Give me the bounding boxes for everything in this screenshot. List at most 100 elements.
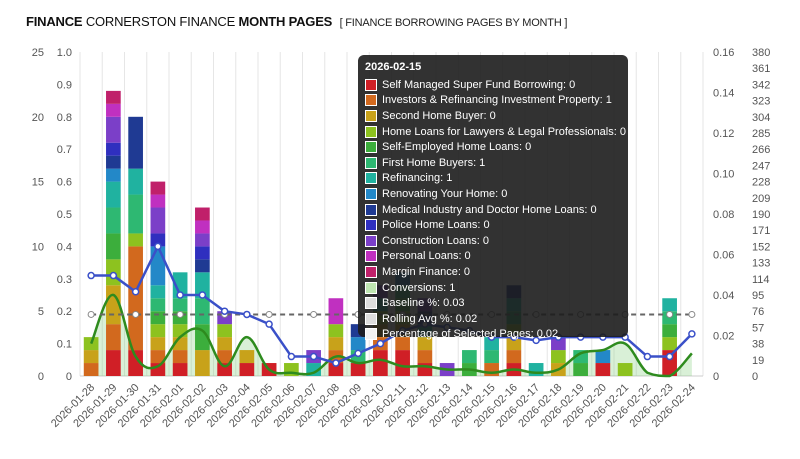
right-outer-tick-label: 171 xyxy=(752,225,770,237)
tooltip-row: Baseline %: 0.03 xyxy=(365,295,621,311)
bar-segment xyxy=(128,116,143,169)
tooltip-color-swatch xyxy=(365,94,377,107)
bar-segment xyxy=(217,337,232,351)
tooltip-color-swatch xyxy=(365,203,377,216)
bar-segment xyxy=(150,181,166,195)
tooltip-color-swatch xyxy=(365,234,377,247)
bar-segment xyxy=(128,246,143,351)
baseline-point xyxy=(176,310,184,318)
bar-segment xyxy=(328,298,344,325)
rolling-average-point xyxy=(354,349,362,358)
bar-segment xyxy=(417,350,433,364)
tooltip-row-label: Refinancing: 1 xyxy=(382,172,453,185)
rolling-average-point xyxy=(376,339,385,348)
tooltip-title: 2026-02-15 xyxy=(365,61,422,73)
left-inner-tick-label: 0 xyxy=(66,371,72,383)
bar-segment xyxy=(106,233,121,260)
rolling-average-point xyxy=(332,359,340,367)
right-outer-tick-label: 95 xyxy=(752,290,764,302)
bar-segment xyxy=(395,350,410,376)
tooltip-color-swatch xyxy=(365,141,377,154)
bar-segment xyxy=(150,246,166,286)
bar-segment xyxy=(595,363,611,376)
bar-segment xyxy=(239,363,255,376)
bar-segment xyxy=(595,350,611,364)
bar-segment xyxy=(106,168,121,182)
right-outer-tick-label: 304 xyxy=(752,112,770,124)
right-inner-tick-label: 0.02 xyxy=(713,331,734,343)
left-inner-tick-label: 0.3 xyxy=(57,274,72,286)
bar-segment xyxy=(195,207,210,221)
bar-segment xyxy=(484,363,499,376)
tooltip-row-label: Medical Industry and Doctor Home Loans: … xyxy=(382,203,597,216)
right-outer-tick-label: 380 xyxy=(752,47,770,59)
tooltip-row: Home Loans for Lawyers & Legal Professio… xyxy=(365,124,626,140)
tooltip-row: Percentage of Selected Pages: 0.02 xyxy=(365,327,621,343)
bar-segment xyxy=(573,363,588,376)
conversions-line xyxy=(89,293,693,378)
tooltip-color-swatch xyxy=(365,250,377,263)
tooltip-color-swatch xyxy=(365,312,377,325)
left-inner-tick-label: 0.1 xyxy=(57,339,72,351)
left-inner-tick-label: 0.6 xyxy=(57,177,72,189)
tooltip-row: Rolling Avg %: 0.02 xyxy=(365,311,621,327)
bar-segment xyxy=(484,337,499,351)
bar-segment xyxy=(217,324,232,338)
tooltip-row: Self-Employed Home Loans: 0 xyxy=(365,139,621,155)
bar-segment xyxy=(150,233,166,247)
bar-segment xyxy=(172,324,188,338)
right-outer-tick-label: 323 xyxy=(752,96,770,108)
left-inner-tick-label: 0.8 xyxy=(57,112,72,124)
bar-segment xyxy=(484,350,499,364)
tooltip-row: Second Home Buyer: 0 xyxy=(365,108,621,124)
right-outer-tick-label: 247 xyxy=(752,160,770,172)
bar-segment xyxy=(217,363,232,376)
bar-segment xyxy=(128,168,143,195)
tooltip-row: Police Home Loans: 0 xyxy=(365,217,621,233)
bar-segment xyxy=(83,363,99,376)
title-bold-brand: FINANCE xyxy=(26,14,83,29)
bar-segment xyxy=(150,324,166,338)
right-inner-tick-label: 0 xyxy=(713,371,719,383)
bar-segment xyxy=(417,337,433,351)
right-outer-tick-label: 152 xyxy=(752,241,770,253)
right-inner-tick-label: 0.06 xyxy=(713,250,734,262)
right-outer-tick-label: 342 xyxy=(752,79,770,91)
tooltip-color-swatch xyxy=(365,78,377,91)
left-outer-tick-label: 0 xyxy=(38,371,44,383)
bar-segment xyxy=(150,194,166,208)
bar-segment xyxy=(350,363,366,376)
tooltip-row-label: First Home Buyers: 1 xyxy=(382,156,486,169)
left-inner-tick-label: 0.4 xyxy=(57,241,72,253)
tooltip-row-label: Personal Loans: 0 xyxy=(382,250,471,263)
tooltip-row: Renovating Your Home: 0 xyxy=(365,186,621,202)
tooltip-row-label: Baseline %: 0.03 xyxy=(382,297,465,310)
baseline-point xyxy=(688,310,696,318)
chart-title: FINANCE CORNERSTON FINANCE MONTH PAGES [… xyxy=(26,14,567,29)
bar-segment xyxy=(150,298,166,312)
baseline-point xyxy=(87,310,95,318)
right-inner-tick-label: 0.14 xyxy=(713,88,734,100)
rolling-average-point xyxy=(665,352,674,361)
bar-segment xyxy=(150,207,166,234)
right-outer-tick-label: 19 xyxy=(752,355,764,367)
tooltip-row-label: Rolling Avg %: 0.02 xyxy=(382,312,478,325)
baseline-point xyxy=(666,310,674,318)
tooltip-row-label: Investors & Refinancing Investment Prope… xyxy=(382,94,612,107)
right-outer-tick-label: 285 xyxy=(752,128,770,140)
left-inner-tick-label: 0.9 xyxy=(57,79,72,91)
left-outer-tick-label: 25 xyxy=(32,47,44,59)
tooltip-row: Medical Industry and Doctor Home Loans: … xyxy=(365,202,621,218)
tooltip-row: Construction Loans: 0 xyxy=(365,233,621,249)
rolling-average-point xyxy=(243,310,251,319)
tooltip-row: Conversions: 1 xyxy=(365,280,621,296)
rolling-average-point xyxy=(287,352,296,361)
tooltip-color-swatch xyxy=(365,172,377,185)
right-outer-tick-label: 133 xyxy=(752,258,770,270)
bar-segment xyxy=(528,363,544,376)
bar-segment xyxy=(506,350,522,364)
bar-segment xyxy=(195,259,210,273)
tooltip-color-swatch xyxy=(365,265,377,278)
left-inner-tick-label: 0.5 xyxy=(57,209,72,221)
right-outer-tick-label: 0 xyxy=(752,371,758,383)
